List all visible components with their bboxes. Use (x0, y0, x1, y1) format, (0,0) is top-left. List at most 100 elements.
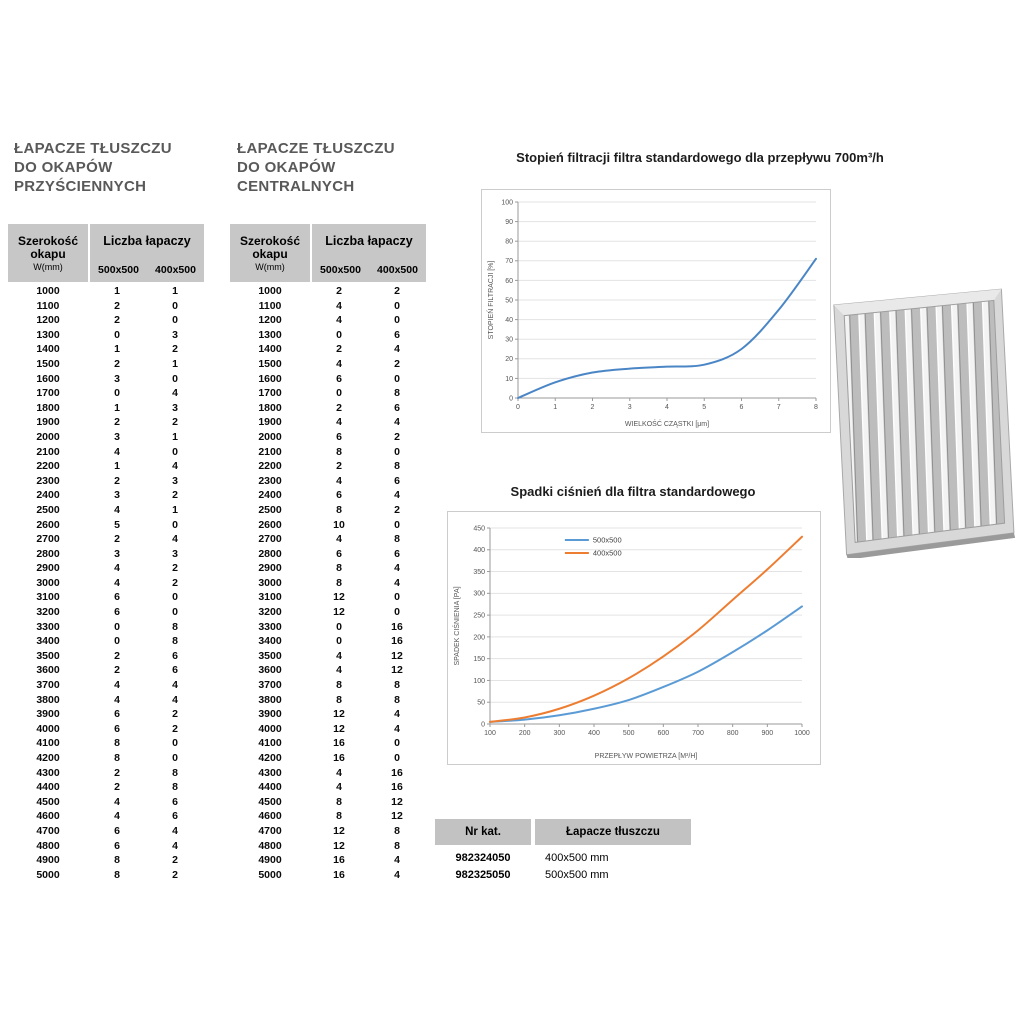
wall-hoods-table: Szerokość okapu W(mm) Liczba łapaczy 500… (8, 224, 204, 882)
table-cell: 3 (114, 547, 120, 560)
table-row: 1400 2 4 (230, 342, 426, 357)
table-cell: 3100 (36, 591, 60, 604)
svg-text:3: 3 (628, 404, 632, 411)
table-cell: 5 (114, 518, 120, 531)
header-col-500x500: 500x500 (98, 264, 139, 276)
table-cell: 8 (114, 752, 120, 764)
table-cell: 6 (336, 372, 342, 385)
table-cell: 2500 (258, 503, 282, 516)
table-cell: 2 (172, 854, 178, 867)
table-cell: 0 (394, 752, 400, 764)
table-cell: 1500 (36, 357, 60, 370)
table-cell: 2 (114, 664, 120, 677)
svg-text:400: 400 (588, 730, 600, 737)
svg-text:30: 30 (505, 337, 513, 344)
table-cell: 12 (391, 649, 403, 662)
table-cell: 2700 (36, 533, 60, 546)
table-cell: 4 (336, 781, 342, 794)
table-row: 2900 4 2 (8, 561, 204, 576)
table-cell: 16 (333, 854, 345, 867)
table-cell: 3900 (36, 708, 60, 721)
table-cell: 4 (394, 562, 400, 575)
table-cell: 0 (336, 620, 342, 633)
header-count-cell: Liczba łapaczy 500x500 400x500 (312, 224, 426, 282)
svg-text:4: 4 (665, 404, 669, 411)
table-cell: 0 (336, 387, 342, 400)
table-row: 3300 0 8 (8, 620, 204, 635)
table-row: 1600 6 0 (230, 372, 426, 387)
table-cell: 6 (336, 430, 342, 443)
table-row: 1200 2 0 (8, 313, 204, 328)
table-cell: 400x500 mm (545, 852, 609, 864)
table-cell: 6 (172, 795, 178, 808)
table-row: 3400 0 16 (230, 634, 426, 649)
table-header: Szerokość okapu W(mm) Liczba łapaczy 500… (8, 224, 204, 282)
table-cell: 0 (114, 620, 120, 633)
table-cell: 4 (172, 839, 178, 852)
table-cell: 3400 (258, 635, 282, 648)
table-cell: 2 (172, 343, 178, 356)
table-cell: 1 (172, 357, 178, 370)
table-cell: 2900 (36, 562, 60, 575)
table-cell: 4 (336, 533, 342, 546)
table-cell: 0 (172, 737, 178, 750)
table-cell: 1300 (258, 328, 282, 341)
filtration-chart-title: Stopień filtracji filtra standardowego d… (516, 150, 884, 165)
table-cell: 2200 (258, 460, 282, 473)
axes (489, 528, 802, 725)
table-row: 4600 8 12 (230, 809, 426, 824)
gridlines (518, 201, 816, 379)
table-cell: 3 (172, 474, 178, 487)
svg-text:450: 450 (473, 525, 485, 532)
header-divider (531, 819, 535, 845)
table-cell: 1800 (36, 401, 60, 414)
table-row: 3800 8 8 (230, 693, 426, 708)
table-cell: 8 (394, 387, 400, 400)
table-cell: 4 (114, 810, 120, 823)
table-row: 2800 6 6 (230, 547, 426, 562)
table-cell: 3 (172, 401, 178, 414)
header-width-label: Szerokość okapu (17, 233, 79, 261)
table-row: 2000 3 1 (8, 430, 204, 445)
tick-labels: 0 50 100 150 200 250 300 350 400 450 100 200 300 400 5… (473, 525, 810, 737)
svg-text:0: 0 (481, 721, 485, 728)
table-cell: 2 (114, 357, 120, 370)
table-row: 4300 4 16 (230, 766, 426, 781)
table-cell: 12 (333, 591, 345, 604)
svg-text:5: 5 (702, 404, 706, 411)
svg-text:2: 2 (591, 404, 595, 411)
table-cell: 4600 (258, 810, 282, 823)
pressure-chart-svg: 0 50 100 150 200 250 300 350 400 450 100 200 300 400 5… (452, 525, 810, 760)
svg-text:200: 200 (473, 634, 485, 641)
header-divider (310, 224, 312, 282)
table-cell: 6 (114, 591, 120, 604)
x-axis-label: PRZEPŁYW POWIETRZA [M³/H] (595, 753, 698, 760)
catalog-header-type: Łapacze tłuszczu (535, 819, 691, 845)
table-cell: 16 (391, 620, 403, 633)
table-cell: 3 (114, 430, 120, 443)
table-cell: 4 (336, 314, 342, 327)
table-cell: 3700 (258, 679, 282, 692)
table-cell: 2 (336, 460, 342, 473)
table-cell: 4 (114, 503, 120, 516)
table-cell: 0 (114, 635, 120, 648)
table-cell: 4 (394, 854, 400, 867)
table-cell: 2700 (258, 533, 282, 546)
table-row: 4700 6 4 (8, 824, 204, 839)
table-cell: 4 (336, 357, 342, 370)
table-cell: 2400 (258, 489, 282, 502)
table-cell: 1000 (36, 285, 60, 297)
catalog-table: Nr kat. Łapacze tłuszczu 982324050 400x50… (435, 819, 691, 884)
table-cell: 2 (114, 416, 120, 429)
table-row: 3700 4 4 (8, 678, 204, 693)
table-row: 3300 0 16 (230, 620, 426, 635)
table-cell: 2 (114, 474, 120, 487)
table-cell: 2300 (36, 474, 60, 487)
table-cell: 8 (336, 679, 342, 692)
table-cell: 2200 (36, 460, 60, 473)
filter-body (833, 288, 1016, 558)
table-row: 3500 4 12 (230, 649, 426, 664)
table-cell: 12 (333, 606, 345, 619)
table-cell: 0 (394, 518, 400, 531)
svg-text:400: 400 (473, 547, 485, 554)
